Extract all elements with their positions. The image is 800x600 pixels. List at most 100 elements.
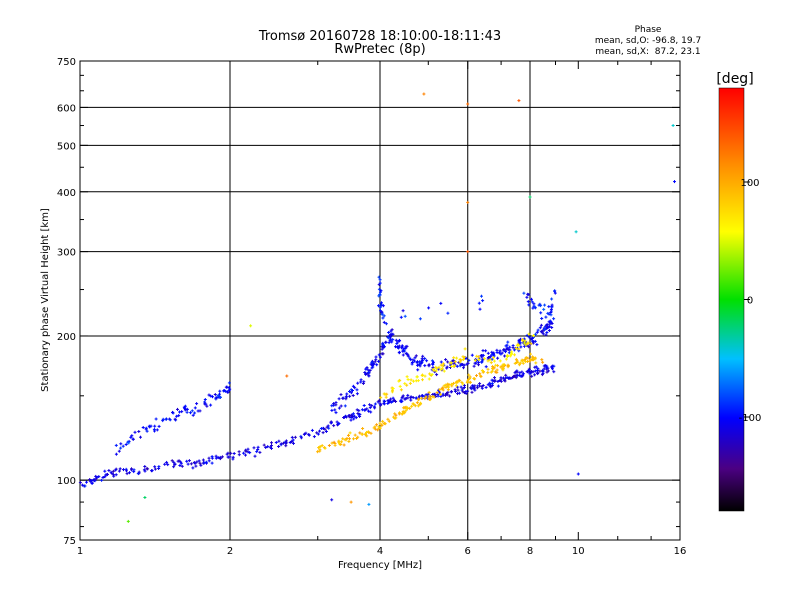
data-point <box>238 450 240 454</box>
x-tick-label: 6 <box>465 546 471 557</box>
data-point <box>155 417 157 421</box>
data-point <box>374 427 376 431</box>
data-point <box>519 373 521 377</box>
data-point <box>445 385 447 389</box>
data-point <box>450 363 451 367</box>
data-point <box>95 474 97 478</box>
data-point <box>401 396 403 400</box>
data-point <box>481 294 482 298</box>
data-point <box>389 333 391 337</box>
data-point <box>491 382 493 385</box>
data-point <box>126 472 128 476</box>
data-point <box>544 364 546 367</box>
data-point <box>353 417 355 421</box>
data-point <box>461 388 463 392</box>
data-point <box>319 429 320 433</box>
data-point <box>352 384 354 388</box>
data-point <box>198 459 200 463</box>
x-tick-label: 2 <box>227 546 233 557</box>
data-point <box>507 348 509 352</box>
data-point <box>548 305 550 309</box>
data-point <box>481 386 483 390</box>
data-point <box>422 373 423 377</box>
data-point <box>366 407 368 411</box>
data-point <box>535 332 537 336</box>
data-point <box>374 360 376 364</box>
data-point <box>388 341 390 345</box>
data-point <box>353 437 354 441</box>
data-point <box>474 388 476 392</box>
data-point <box>178 459 180 463</box>
data-point <box>453 362 455 366</box>
data-point <box>349 394 351 398</box>
data-point <box>479 384 480 388</box>
data-point <box>208 459 210 463</box>
data-point <box>463 366 464 370</box>
data-point <box>172 410 173 414</box>
data-point <box>127 519 129 523</box>
data-point <box>378 287 380 291</box>
data-point <box>536 343 538 347</box>
data-point <box>225 385 227 389</box>
data-point <box>350 388 352 392</box>
data-point <box>406 352 408 356</box>
data-point <box>227 455 229 459</box>
data-point <box>482 299 484 303</box>
data-point <box>442 386 444 390</box>
data-point <box>519 371 521 375</box>
data-point <box>483 357 485 361</box>
data-point <box>491 353 493 357</box>
data-point <box>271 441 272 445</box>
data-point <box>378 294 380 298</box>
data-point <box>361 432 363 436</box>
data-points <box>78 92 676 523</box>
data-point <box>468 373 470 377</box>
data-point <box>333 402 335 406</box>
x-tick-label: 1 <box>77 546 83 557</box>
data-point <box>447 390 449 394</box>
data-point <box>521 359 523 363</box>
data-point <box>499 359 501 363</box>
data-point <box>404 314 406 318</box>
data-point <box>432 366 434 369</box>
data-point <box>144 465 146 468</box>
data-point <box>402 394 404 398</box>
data-point <box>339 442 340 446</box>
data-point <box>527 360 529 363</box>
data-point <box>422 358 424 362</box>
data-point <box>432 393 434 397</box>
data-point <box>418 363 420 367</box>
data-point <box>481 360 483 364</box>
data-point <box>345 395 347 399</box>
data-point <box>381 347 383 351</box>
data-point <box>487 371 489 375</box>
data-point <box>168 417 170 421</box>
y-tick-label: 750 <box>57 57 76 68</box>
data-point <box>429 372 431 376</box>
data-point <box>476 374 477 378</box>
data-point <box>398 379 400 383</box>
data-point <box>507 355 508 358</box>
data-point <box>122 444 124 448</box>
data-point <box>180 461 182 465</box>
data-point <box>458 360 460 364</box>
data-point <box>467 200 469 204</box>
data-point <box>551 322 553 325</box>
data-point <box>381 310 383 314</box>
data-point <box>532 306 534 310</box>
data-point <box>154 467 156 471</box>
data-point <box>379 426 381 430</box>
data-point <box>499 379 501 382</box>
data-point <box>305 431 307 435</box>
data-point <box>534 357 536 361</box>
data-point <box>531 374 533 378</box>
data-point <box>415 396 417 400</box>
data-point <box>485 365 487 369</box>
data-point <box>520 345 522 349</box>
data-point <box>487 357 489 361</box>
data-point <box>524 344 525 348</box>
data-point <box>81 483 83 487</box>
data-point <box>243 451 245 455</box>
data-point <box>524 339 526 343</box>
data-point <box>505 373 507 377</box>
